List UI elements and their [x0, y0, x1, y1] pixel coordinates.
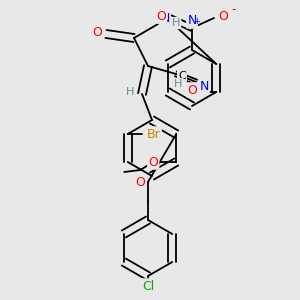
Text: -: - — [232, 4, 236, 16]
Text: C: C — [178, 71, 186, 81]
Text: H: H — [174, 79, 182, 89]
Text: N: N — [160, 13, 170, 26]
Text: O: O — [218, 10, 228, 22]
Text: O: O — [187, 83, 197, 97]
Text: N: N — [187, 14, 197, 28]
Text: N: N — [199, 80, 209, 92]
Text: Br: Br — [147, 128, 160, 140]
Text: +: + — [194, 16, 200, 26]
Text: O: O — [148, 155, 158, 169]
Text: O: O — [156, 10, 166, 22]
Text: O: O — [135, 176, 145, 188]
Text: Cl: Cl — [142, 280, 154, 292]
Text: H: H — [126, 87, 134, 97]
Text: H: H — [172, 18, 180, 28]
Text: O: O — [92, 26, 102, 38]
